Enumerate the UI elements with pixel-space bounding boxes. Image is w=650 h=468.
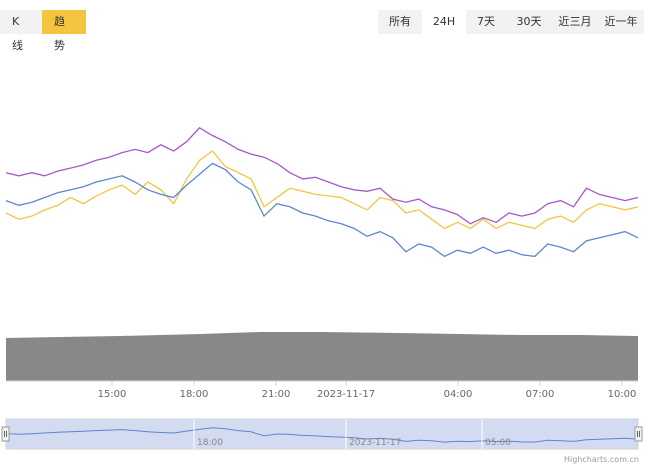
x-tick-label: 2023-11-17	[317, 389, 375, 400]
range-selector: 所有 24H 7天 30天 近三月 近一年	[378, 10, 644, 34]
range-3m-button[interactable]: 近三月	[558, 15, 592, 28]
navigator-series	[5, 427, 639, 443]
series-line-1	[5, 150, 639, 230]
series-line-0	[5, 126, 639, 225]
kline-tab[interactable]: K线	[0, 10, 42, 52]
navigator-tick-label: 05:00	[485, 438, 511, 448]
x-tick-label: 07:00	[526, 389, 555, 400]
navigator-tick-label: 18:00	[197, 438, 223, 448]
range-1y-button[interactable]: 近一年	[604, 15, 638, 28]
x-tick-label: 15:00	[98, 389, 127, 400]
navigator: 18:00 2023-11-17 05:00	[1, 418, 643, 450]
x-tick-label: 21:00	[262, 389, 291, 400]
x-axis-ticks: 15:00 18:00 21:00 2023-11-17 04:00 07:00…	[98, 381, 637, 400]
navigator-mask[interactable]	[6, 419, 638, 449]
handle-box[interactable]	[1, 426, 10, 442]
price-lines	[5, 126, 639, 258]
chart-credit: Highcharts.com.cn	[564, 455, 639, 464]
range-all-button[interactable]: 所有	[389, 15, 411, 28]
navigator-tick-label: 2023-11-17	[349, 438, 401, 448]
navigator-left-handle[interactable]	[1, 426, 10, 442]
handle-box[interactable]	[634, 426, 643, 442]
x-tick-label: 04:00	[444, 389, 473, 400]
navigator-right-handle[interactable]	[634, 426, 643, 442]
x-tick-label: 10:00	[608, 389, 637, 400]
trend-tab[interactable]: 趋势	[42, 10, 86, 52]
range-7d-button[interactable]: 7天	[477, 15, 495, 28]
view-toggle: K线 趋势	[0, 10, 86, 52]
series-line-2	[5, 162, 639, 258]
volume-area	[6, 332, 638, 381]
range-24h-button[interactable]: 24H	[422, 10, 466, 34]
x-tick-label: 18:00	[180, 389, 209, 400]
range-30d-button[interactable]: 30天	[516, 15, 542, 28]
